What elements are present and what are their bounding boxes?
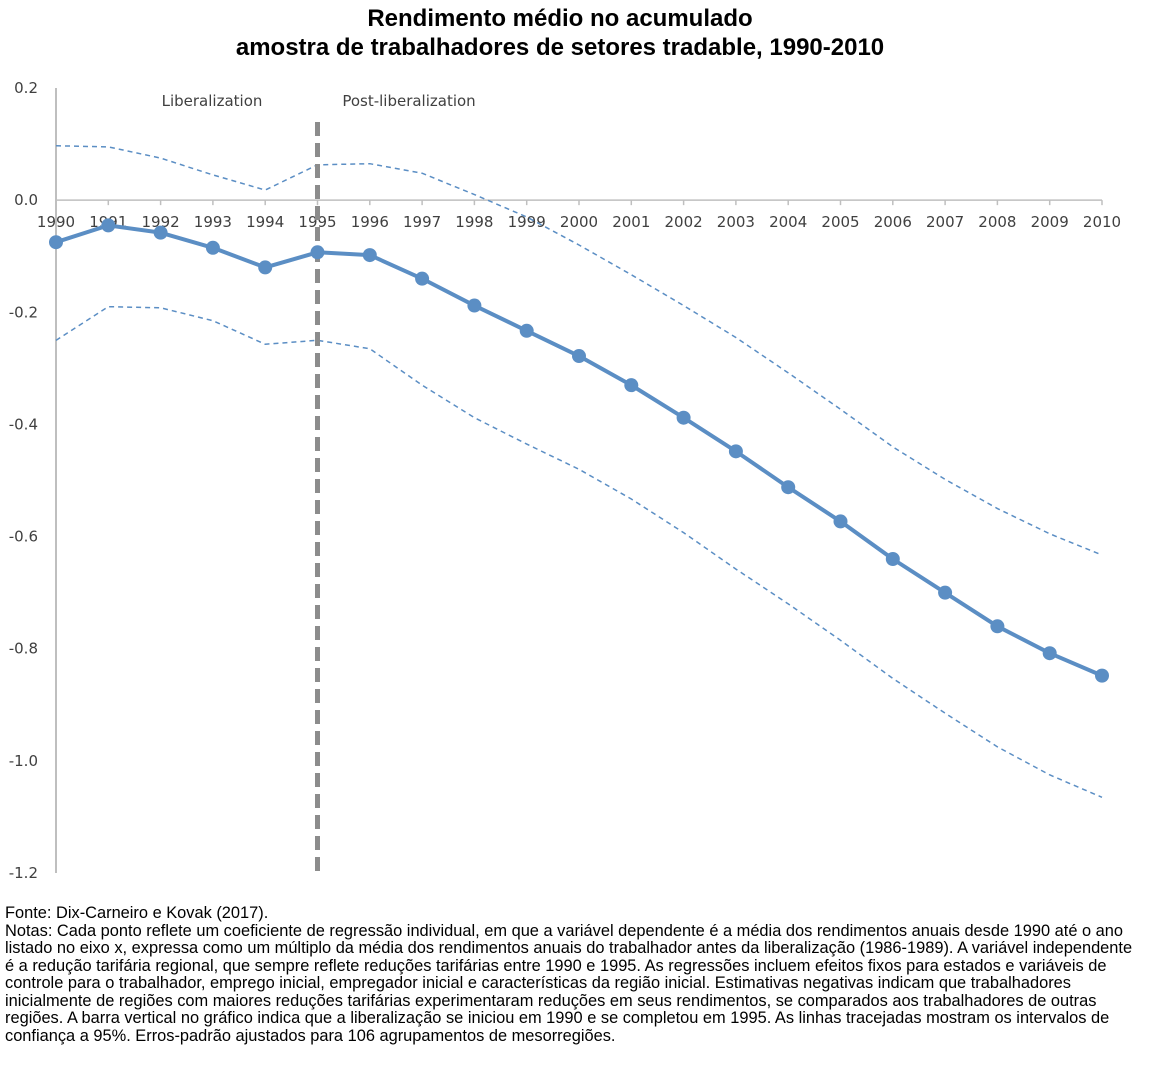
data-point: [1095, 668, 1109, 683]
x-tick-label: 2009: [1031, 213, 1069, 231]
x-tick-label: 2007: [926, 213, 964, 231]
post-liberalization-label: Post-liberalization: [342, 92, 475, 110]
chart-title-line1: Rendimento médio no acumulado: [367, 5, 753, 32]
x-tick-label: 1994: [246, 213, 284, 231]
data-point: [676, 410, 691, 425]
data-point: [885, 552, 900, 566]
notes-text: Notas: Cada ponto reflete um coeficiente…: [5, 921, 1133, 1045]
x-tick-labels: 1990199119921993199419951996199719981999…: [37, 213, 1121, 231]
liberalization-label: Liberalization: [162, 92, 263, 110]
ci-lower-line: [55, 305, 1103, 798]
x-tick-label: 2000: [560, 213, 598, 231]
data-point: [572, 349, 586, 364]
data-point: [153, 225, 168, 240]
data-point: [624, 378, 639, 393]
x-tick-label: 2010: [1083, 213, 1121, 231]
data-point: [205, 240, 220, 255]
data-point: [938, 585, 953, 600]
x-tick-label: 1990: [37, 213, 75, 231]
data-point: [310, 245, 325, 260]
data-point: [415, 271, 430, 286]
coefficient-series: [49, 218, 1109, 683]
notes-block: Fonte: Dix-Carneiro e Kovak (2017). Nota…: [5, 904, 1145, 1045]
data-point: [1042, 646, 1057, 661]
y-tick-label: 0.2: [14, 79, 38, 97]
x-tick-label: 1998: [455, 213, 493, 231]
data-point: [362, 248, 377, 263]
x-tick-label: 2004: [769, 213, 807, 231]
line-chart: 0.20.0-0.2-0.4-0.6-0.8-1.0-1.2 199019911…: [9, 79, 1121, 882]
data-point: [101, 218, 116, 233]
data-point: [781, 480, 796, 495]
ci-upper-line: [55, 145, 1103, 556]
x-tick-label: 2005: [821, 213, 859, 231]
data-point: [728, 444, 743, 459]
x-axis: [55, 199, 1103, 206]
x-tick-label: 1993: [194, 213, 232, 231]
data-point: [519, 323, 534, 338]
confidence-interval-lines: [55, 145, 1103, 798]
chart-title-line2: amostra de trabalhadores de setores trad…: [235, 34, 885, 61]
data-point: [49, 235, 63, 250]
y-tick-label: -0.4: [9, 415, 38, 433]
x-tick-label: 2008: [978, 213, 1016, 231]
x-tick-label: 1996: [351, 213, 389, 231]
y-tick-label: -0.8: [9, 640, 38, 658]
y-tick-label: -0.2: [9, 303, 38, 321]
x-tick-label: 2001: [612, 213, 650, 231]
x-tick-label: 1995: [298, 213, 336, 231]
y-tick-label: -0.6: [9, 528, 38, 546]
series-line: [55, 223, 1103, 678]
data-point: [467, 298, 482, 313]
x-tick-label: 1997: [403, 213, 441, 231]
x-tick-label: 1999: [508, 213, 546, 231]
y-tick-label: 0.0: [14, 191, 38, 209]
y-tick-label: -1.2: [9, 864, 38, 882]
source-text: Fonte: Dix-Carneiro e Kovak (2017).: [5, 904, 269, 922]
x-tick-label: 2002: [665, 213, 703, 231]
data-point: [833, 514, 848, 529]
x-tick-label: 1992: [142, 213, 180, 231]
data-point: [990, 619, 1005, 634]
y-tick-label: -1.0: [9, 752, 38, 770]
y-tick-labels: 0.2 0.0 -0.2 -0.4 -0.6 -0.8 -1.0 -1.2: [9, 79, 38, 882]
data-point: [258, 260, 273, 275]
chart-title: Rendimento médio no acumulado amostra de…: [0, 4, 1120, 62]
x-tick-label: 2003: [717, 213, 755, 231]
x-tick-label: 2006: [874, 213, 912, 231]
